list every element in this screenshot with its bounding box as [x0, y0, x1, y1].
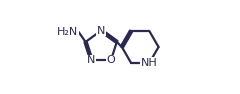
Text: H₂N: H₂N [57, 27, 78, 37]
Text: O: O [107, 55, 115, 65]
Text: N: N [97, 26, 105, 36]
Text: NH: NH [141, 58, 158, 68]
Text: N: N [87, 55, 96, 65]
